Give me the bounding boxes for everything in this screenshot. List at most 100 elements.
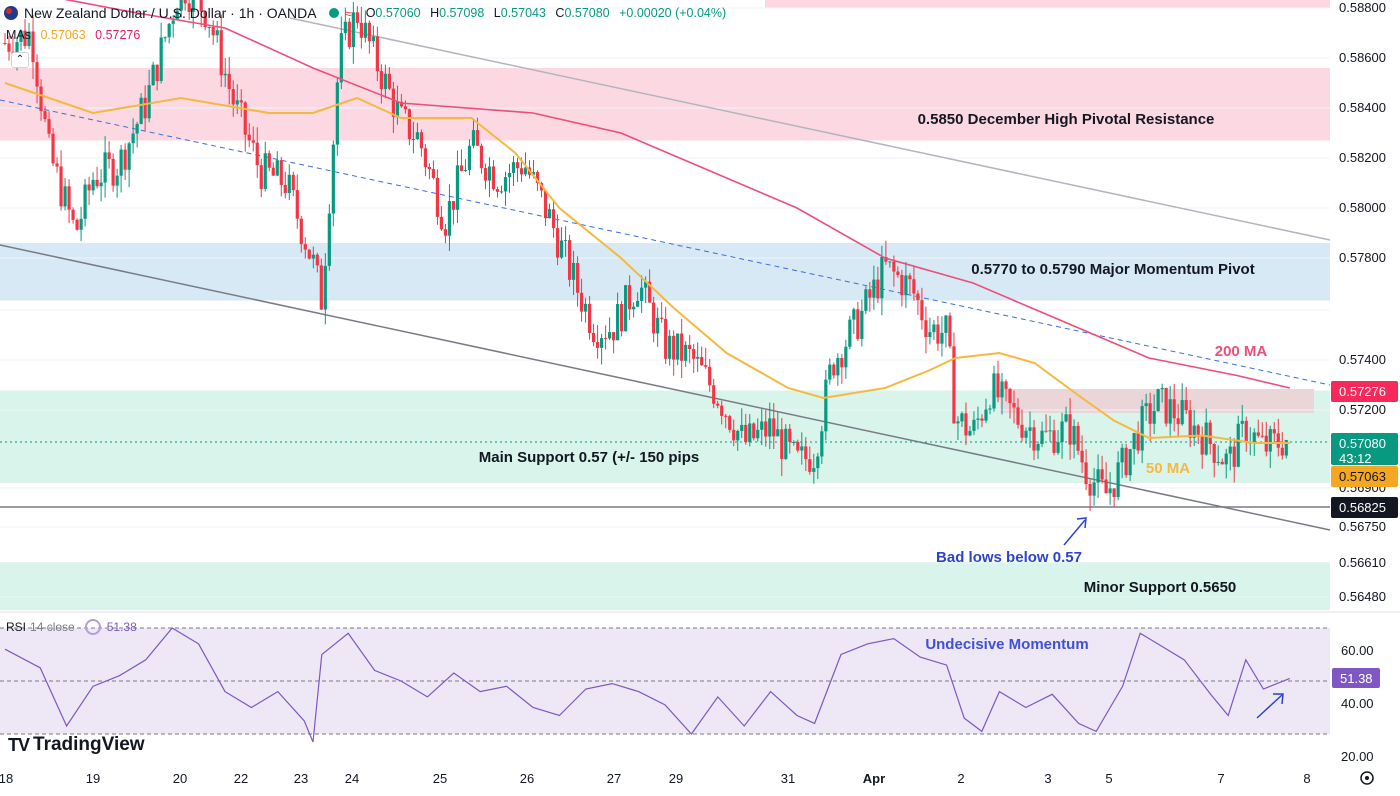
candle-body: [43, 111, 47, 120]
price-tick-label: 0.56610: [1339, 555, 1386, 570]
candle-body: [740, 424, 744, 431]
candle-body: [379, 71, 383, 90]
candle-body: [824, 379, 828, 432]
candle-body: [796, 441, 800, 451]
candle-body: [648, 281, 652, 303]
rsi-arrow-head: [1273, 693, 1284, 705]
candle-body: [151, 64, 155, 86]
candle-body: [1164, 388, 1168, 424]
candle-body: [1256, 432, 1260, 436]
candle-body: [960, 413, 964, 422]
candle-body: [359, 22, 363, 38]
candle-body: [315, 254, 319, 266]
low-value: 0.57043: [500, 6, 546, 20]
collapse-legend-chevron-icon[interactable]: ⌃: [11, 52, 29, 68]
candle-body: [1100, 469, 1104, 480]
candle-body: [920, 300, 924, 321]
candle-body: [768, 418, 772, 437]
change-value: +0.00020 (+0.04%): [619, 6, 727, 20]
rsi-annotation: Undecisive Momentum: [925, 636, 1088, 653]
candle-body: [940, 332, 944, 344]
price-tick-label: 0.56750: [1339, 519, 1386, 534]
candle-body: [347, 21, 351, 47]
candle-body: [503, 177, 508, 192]
price-tick-label: 0.57800: [1339, 250, 1386, 265]
tradingview-logo-icon: TV: [8, 734, 30, 755]
candle-body: [776, 429, 780, 437]
candle-body: [988, 408, 992, 410]
mas-legend[interactable]: MAs 0.57063 0.57276: [6, 28, 140, 42]
candle-body: [63, 186, 67, 207]
candle-body: [295, 190, 299, 219]
candle-body: [231, 89, 235, 105]
candle-body: [1148, 403, 1152, 424]
candle-body: [51, 133, 55, 164]
candle-body: [483, 168, 488, 181]
candle-body: [1204, 422, 1208, 455]
nzd-flag-icon: [4, 6, 18, 20]
candle-body: [131, 133, 135, 144]
candle-body: [543, 190, 548, 219]
zone-band-3: [0, 562, 1330, 610]
time-tick-label: 2: [957, 771, 964, 786]
candle-body: [836, 358, 840, 376]
candle-body: [1168, 399, 1172, 424]
candle-body: [311, 254, 315, 259]
candle-body: [908, 275, 912, 280]
candle-body: [1120, 447, 1124, 463]
candle-body: [563, 240, 568, 242]
price-tick-label: 0.58000: [1339, 200, 1386, 215]
price-tick-label: 0.58400: [1339, 100, 1386, 115]
candle-body: [519, 168, 524, 175]
candle-body: [728, 416, 732, 430]
ma50-price-tag-text: 0.57063: [1339, 469, 1386, 484]
candle-body: [856, 309, 860, 339]
candle-body: [752, 423, 756, 439]
candle-body: [3, 43, 7, 44]
settings-gear-icon[interactable]: [1360, 771, 1374, 785]
candle-body: [91, 179, 95, 191]
candle-body: [716, 403, 720, 406]
candle-body: [800, 446, 804, 451]
candle-body: [1268, 429, 1272, 452]
candle-body: [860, 310, 864, 339]
candle-body: [255, 142, 259, 166]
candle-body: [1232, 446, 1236, 467]
candle-body: [628, 285, 632, 310]
candle-body: [828, 364, 832, 380]
candle-body: [928, 332, 932, 338]
candle-body: [319, 265, 323, 310]
candle-body: [644, 281, 648, 288]
candle-body: [495, 189, 500, 192]
candle-body: [331, 144, 335, 214]
symbol-title[interactable]: New Zealand Dollar / U.S. Dollar · 1h · …: [24, 5, 317, 21]
candle-body: [1212, 444, 1216, 463]
candle-body: [439, 216, 444, 230]
candle-body: [1064, 414, 1068, 422]
time-tick-label: Apr: [863, 771, 885, 786]
close-value: 0.57080: [564, 6, 610, 20]
time-tick-label: 22: [234, 771, 248, 786]
candle-body: [515, 162, 520, 169]
candle-body: [720, 405, 724, 416]
zone-label-3: Minor Support 0.5650: [1084, 579, 1237, 596]
candle-body: [179, 0, 183, 11]
candle-body: [1284, 440, 1288, 456]
candle-body: [307, 249, 311, 259]
candle-body: [143, 97, 147, 119]
candle-body: [155, 64, 159, 82]
candle-body: [267, 153, 271, 168]
time-tick-label: 29: [669, 771, 683, 786]
tradingview-logo-text: TradingView: [33, 734, 145, 755]
candle-body: [335, 82, 339, 145]
rsi-visibility-icon[interactable]: [84, 619, 101, 635]
candle-body: [1068, 414, 1072, 445]
candle-body: [1080, 450, 1084, 463]
rsi-legend[interactable]: RSI 14 close 51.38: [6, 619, 137, 635]
candle-body: [936, 324, 940, 344]
candle-body: [844, 346, 848, 368]
tradingview-logo: TV TradingView: [8, 734, 145, 756]
candle-body: [99, 182, 103, 187]
